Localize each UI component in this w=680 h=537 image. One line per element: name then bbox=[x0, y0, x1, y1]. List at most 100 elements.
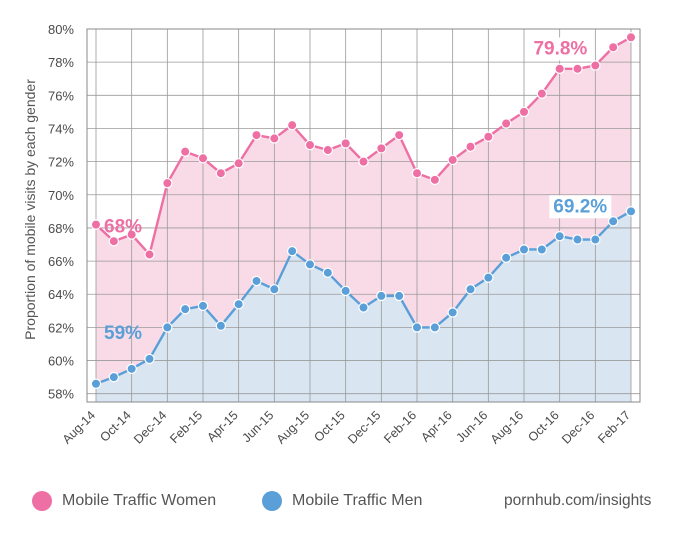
data-point-s0-8 bbox=[233, 158, 244, 169]
data-point-s1-5 bbox=[179, 303, 191, 315]
data-point-s0-15 bbox=[358, 156, 369, 167]
source-credit: pornhub.com/insights bbox=[504, 492, 652, 509]
data-point-s1-0 bbox=[90, 378, 102, 389]
data-point-s0-6 bbox=[197, 153, 209, 164]
data-point-s1-3 bbox=[144, 353, 155, 365]
x-tick-label: Dec-15 bbox=[345, 408, 383, 446]
annotation-background bbox=[549, 195, 612, 219]
line-chart: 80% 78% 76% 74% 72% 70% 68% 66% 64% 62% 60% 58% Aug… bbox=[22, 22, 641, 447]
data-point-s1-4 bbox=[162, 322, 173, 333]
data-point-s1-29 bbox=[607, 216, 619, 227]
data-point-s0-26 bbox=[554, 63, 565, 74]
x-tick-label: Apr-16 bbox=[418, 408, 454, 444]
x-tick-label: Aug-14 bbox=[60, 408, 98, 446]
x-tick-label: Jun-15 bbox=[240, 408, 277, 445]
annotation-background bbox=[529, 37, 592, 61]
x-tick-label: Oct-16 bbox=[525, 408, 561, 444]
data-point-s1-24 bbox=[518, 244, 530, 255]
data-point-s0-10 bbox=[269, 133, 280, 144]
annotation-label: 69.2% bbox=[553, 196, 607, 217]
data-point-s1-25 bbox=[536, 244, 548, 255]
y-tick-label: 74% bbox=[48, 121, 74, 136]
data-point-s0-27 bbox=[572, 63, 583, 74]
data-point-s1-12 bbox=[304, 259, 316, 270]
x-tick-label: Feb-15 bbox=[167, 408, 205, 446]
data-point-s1-8 bbox=[233, 298, 244, 310]
data-point-s0-14 bbox=[340, 138, 351, 149]
legend-label-women: Mobile Traffic Women bbox=[62, 492, 217, 509]
data-point-s0-12 bbox=[304, 139, 316, 151]
value-annotations: 68% 59% 79.8% 69.2% bbox=[104, 37, 612, 344]
y-tick-label: 76% bbox=[48, 88, 74, 103]
legend-item-women: Mobile Traffic Women bbox=[32, 484, 216, 518]
gridlines bbox=[87, 28, 640, 402]
y-tick-label: 64% bbox=[48, 287, 74, 302]
data-point-s1-6 bbox=[197, 300, 209, 312]
data-point-s1-23 bbox=[500, 252, 512, 263]
data-point-s0-13 bbox=[322, 144, 334, 156]
data-point-s1-10 bbox=[269, 284, 280, 295]
data-point-s0-9 bbox=[251, 129, 262, 141]
legend-swatch-men bbox=[262, 491, 282, 511]
data-point-s0-20 bbox=[447, 154, 458, 166]
x-tick-label: Jun-16 bbox=[454, 408, 491, 445]
data-point-s1-2 bbox=[126, 363, 137, 375]
data-point-s1-28 bbox=[590, 234, 601, 245]
x-tick-label: Aug-16 bbox=[488, 408, 526, 446]
data-point-s0-11 bbox=[286, 119, 298, 131]
data-point-s1-13 bbox=[322, 267, 334, 278]
series-lines bbox=[90, 32, 637, 389]
data-point-s0-21 bbox=[465, 141, 476, 152]
annotation-label: 68% bbox=[104, 217, 142, 238]
x-tick-label: Oct-15 bbox=[311, 408, 347, 444]
y-tick-label: 68% bbox=[48, 221, 74, 236]
x-tick-label: Apr-15 bbox=[204, 408, 240, 444]
data-point-s0-18 bbox=[411, 168, 423, 179]
x-tick-label: Aug-15 bbox=[274, 408, 312, 446]
data-point-s0-17 bbox=[393, 129, 405, 141]
data-point-s0-0 bbox=[90, 219, 102, 230]
y-tick-label: 62% bbox=[48, 320, 74, 335]
data-point-s1-14 bbox=[340, 285, 351, 297]
x-tick-label: Oct-14 bbox=[97, 408, 133, 444]
y-tick-label: 70% bbox=[48, 188, 74, 203]
data-point-s0-16 bbox=[376, 143, 387, 154]
data-point-s1-9 bbox=[251, 275, 262, 287]
data-point-s1-1 bbox=[108, 371, 120, 383]
series-fill-1 bbox=[96, 211, 631, 402]
data-point-s1-19 bbox=[429, 322, 441, 333]
data-point-s1-17 bbox=[393, 290, 405, 302]
legend-label-men: Mobile Traffic Men bbox=[292, 492, 423, 509]
data-point-s0-4 bbox=[162, 177, 173, 189]
data-point-s1-27 bbox=[572, 234, 583, 245]
data-point-s1-21 bbox=[465, 284, 476, 295]
annotation-label: 79.8% bbox=[533, 38, 587, 59]
y-tick-label: 72% bbox=[48, 155, 74, 170]
data-point-s0-30 bbox=[625, 32, 637, 43]
data-point-s0-23 bbox=[500, 118, 512, 129]
y-axis-label: Proportion of mobile visits by each gend… bbox=[22, 79, 38, 340]
y-axis-ticks: 80% 78% 76% 74% 72% 70% 68% 66% 64% 62% 60% 58% bbox=[48, 22, 74, 402]
data-point-s1-15 bbox=[358, 302, 369, 313]
y-tick-label: 60% bbox=[48, 354, 74, 369]
data-point-s1-16 bbox=[376, 290, 387, 302]
data-point-s0-1 bbox=[108, 235, 120, 247]
data-point-s0-2 bbox=[126, 229, 137, 240]
x-tick-label: Feb-16 bbox=[381, 408, 419, 446]
data-point-s1-18 bbox=[411, 322, 423, 333]
data-point-s0-25 bbox=[536, 88, 548, 99]
data-point-s0-7 bbox=[215, 168, 227, 179]
data-point-s1-22 bbox=[483, 272, 494, 283]
data-point-s0-19 bbox=[429, 174, 441, 186]
legend-swatch-women bbox=[32, 491, 52, 511]
data-point-s0-29 bbox=[607, 42, 619, 53]
annotation-label: 59% bbox=[104, 323, 142, 344]
x-tick-label: Feb-17 bbox=[595, 408, 633, 446]
data-point-s0-5 bbox=[179, 146, 191, 157]
plot-frame bbox=[86, 28, 641, 403]
y-tick-label: 78% bbox=[48, 55, 74, 70]
legend: Mobile Traffic Women Mobile Traffic Men … bbox=[0, 484, 680, 518]
data-point-s1-7 bbox=[215, 320, 227, 331]
data-point-s1-26 bbox=[554, 231, 565, 242]
